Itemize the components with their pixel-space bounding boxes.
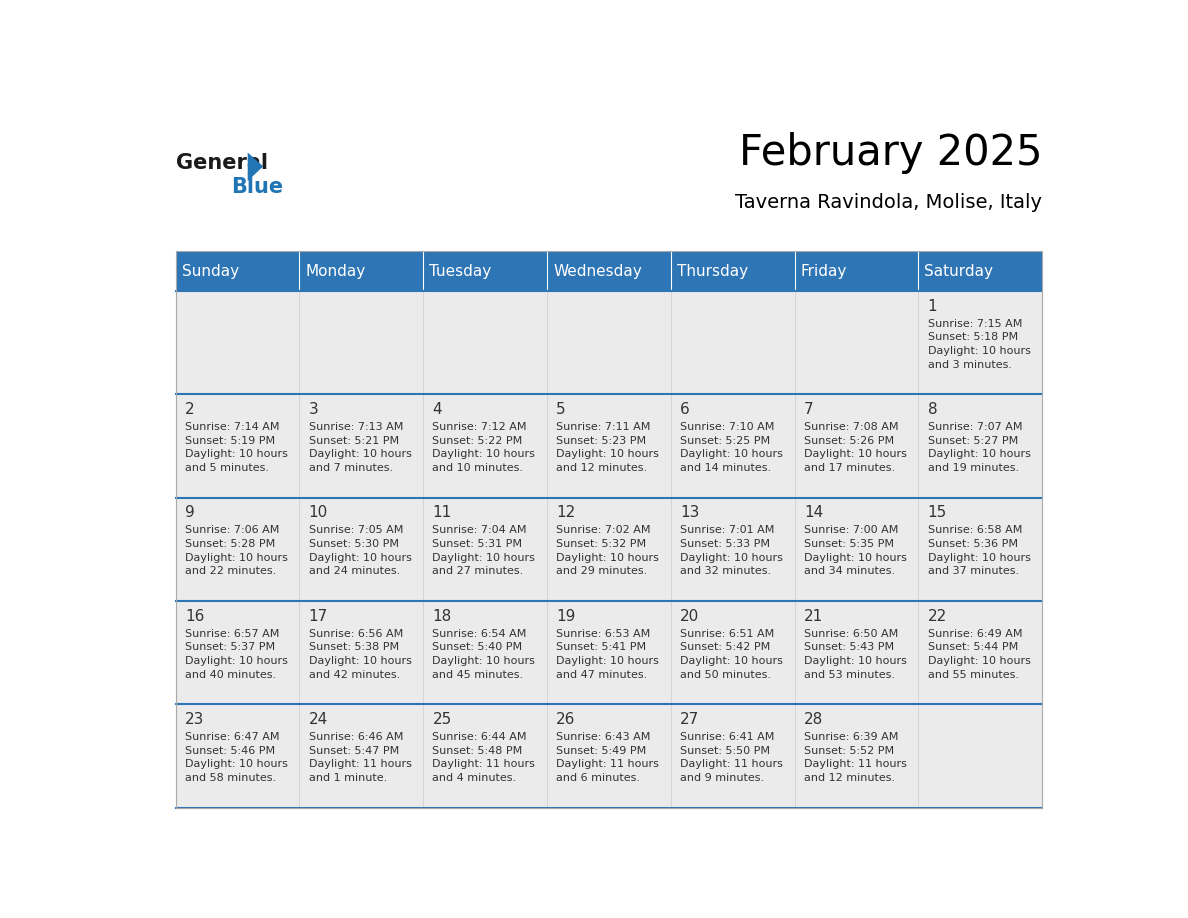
Bar — [546, 251, 671, 291]
Bar — [423, 251, 546, 291]
Text: Sunrise: 6:47 AM
Sunset: 5:46 PM
Daylight: 10 hours
and 58 minutes.: Sunrise: 6:47 AM Sunset: 5:46 PM Dayligh… — [185, 733, 287, 783]
Text: 27: 27 — [680, 712, 700, 727]
Text: 24: 24 — [309, 712, 328, 727]
Text: Blue: Blue — [232, 177, 284, 197]
Text: 5: 5 — [556, 402, 565, 417]
Text: Sunrise: 7:05 AM
Sunset: 5:30 PM
Daylight: 10 hours
and 24 minutes.: Sunrise: 7:05 AM Sunset: 5:30 PM Dayligh… — [309, 525, 411, 577]
Text: Sunrise: 6:44 AM
Sunset: 5:48 PM
Daylight: 11 hours
and 4 minutes.: Sunrise: 6:44 AM Sunset: 5:48 PM Dayligh… — [432, 733, 536, 783]
Text: Sunrise: 6:50 AM
Sunset: 5:43 PM
Daylight: 10 hours
and 53 minutes.: Sunrise: 6:50 AM Sunset: 5:43 PM Dayligh… — [804, 629, 906, 679]
Text: Sunrise: 6:57 AM
Sunset: 5:37 PM
Daylight: 10 hours
and 40 minutes.: Sunrise: 6:57 AM Sunset: 5:37 PM Dayligh… — [185, 629, 287, 679]
Text: Sunrise: 7:08 AM
Sunset: 5:26 PM
Daylight: 10 hours
and 17 minutes.: Sunrise: 7:08 AM Sunset: 5:26 PM Dayligh… — [804, 422, 906, 473]
Bar — [176, 704, 1042, 808]
Polygon shape — [248, 152, 264, 181]
Text: Sunrise: 6:53 AM
Sunset: 5:41 PM
Daylight: 10 hours
and 47 minutes.: Sunrise: 6:53 AM Sunset: 5:41 PM Dayligh… — [556, 629, 659, 679]
Text: Sunrise: 7:12 AM
Sunset: 5:22 PM
Daylight: 10 hours
and 10 minutes.: Sunrise: 7:12 AM Sunset: 5:22 PM Dayligh… — [432, 422, 536, 473]
Text: 23: 23 — [185, 712, 204, 727]
Text: Sunrise: 7:10 AM
Sunset: 5:25 PM
Daylight: 10 hours
and 14 minutes.: Sunrise: 7:10 AM Sunset: 5:25 PM Dayligh… — [680, 422, 783, 473]
Text: Sunrise: 6:41 AM
Sunset: 5:50 PM
Daylight: 11 hours
and 9 minutes.: Sunrise: 6:41 AM Sunset: 5:50 PM Dayligh… — [680, 733, 783, 783]
Bar — [299, 251, 423, 291]
Text: 2: 2 — [185, 402, 195, 417]
Text: 10: 10 — [309, 506, 328, 521]
Text: Sunrise: 6:51 AM
Sunset: 5:42 PM
Daylight: 10 hours
and 50 minutes.: Sunrise: 6:51 AM Sunset: 5:42 PM Dayligh… — [680, 629, 783, 679]
Text: Sunday: Sunday — [182, 263, 239, 278]
Text: Sunrise: 6:46 AM
Sunset: 5:47 PM
Daylight: 11 hours
and 1 minute.: Sunrise: 6:46 AM Sunset: 5:47 PM Dayligh… — [309, 733, 411, 783]
Text: 15: 15 — [928, 506, 947, 521]
Text: 13: 13 — [680, 506, 700, 521]
Text: Sunrise: 7:14 AM
Sunset: 5:19 PM
Daylight: 10 hours
and 5 minutes.: Sunrise: 7:14 AM Sunset: 5:19 PM Dayligh… — [185, 422, 287, 473]
Text: Sunrise: 7:11 AM
Sunset: 5:23 PM
Daylight: 10 hours
and 12 minutes.: Sunrise: 7:11 AM Sunset: 5:23 PM Dayligh… — [556, 422, 659, 473]
Text: February 2025: February 2025 — [739, 131, 1042, 174]
Text: Friday: Friday — [801, 263, 847, 278]
Text: 18: 18 — [432, 609, 451, 624]
Bar — [671, 251, 795, 291]
Text: 12: 12 — [556, 506, 575, 521]
Text: 22: 22 — [928, 609, 947, 624]
Bar — [795, 251, 918, 291]
Text: Tuesday: Tuesday — [429, 263, 492, 278]
Text: 7: 7 — [804, 402, 814, 417]
Text: Sunrise: 7:15 AM
Sunset: 5:18 PM
Daylight: 10 hours
and 3 minutes.: Sunrise: 7:15 AM Sunset: 5:18 PM Dayligh… — [928, 319, 1030, 370]
Text: Sunrise: 7:01 AM
Sunset: 5:33 PM
Daylight: 10 hours
and 32 minutes.: Sunrise: 7:01 AM Sunset: 5:33 PM Dayligh… — [680, 525, 783, 577]
Bar — [176, 498, 1042, 601]
Text: Sunrise: 6:43 AM
Sunset: 5:49 PM
Daylight: 11 hours
and 6 minutes.: Sunrise: 6:43 AM Sunset: 5:49 PM Dayligh… — [556, 733, 659, 783]
Text: 4: 4 — [432, 402, 442, 417]
Text: Saturday: Saturday — [924, 263, 993, 278]
Text: 25: 25 — [432, 712, 451, 727]
Text: 3: 3 — [309, 402, 318, 417]
Text: Thursday: Thursday — [677, 263, 748, 278]
Text: Sunrise: 6:49 AM
Sunset: 5:44 PM
Daylight: 10 hours
and 55 minutes.: Sunrise: 6:49 AM Sunset: 5:44 PM Dayligh… — [928, 629, 1030, 679]
Text: Monday: Monday — [305, 263, 366, 278]
Text: 1: 1 — [928, 299, 937, 314]
Text: 14: 14 — [804, 506, 823, 521]
Text: Sunrise: 7:00 AM
Sunset: 5:35 PM
Daylight: 10 hours
and 34 minutes.: Sunrise: 7:00 AM Sunset: 5:35 PM Dayligh… — [804, 525, 906, 577]
Text: 26: 26 — [556, 712, 576, 727]
Text: Sunrise: 6:54 AM
Sunset: 5:40 PM
Daylight: 10 hours
and 45 minutes.: Sunrise: 6:54 AM Sunset: 5:40 PM Dayligh… — [432, 629, 536, 679]
Text: Wednesday: Wednesday — [554, 263, 642, 278]
Text: Sunrise: 7:02 AM
Sunset: 5:32 PM
Daylight: 10 hours
and 29 minutes.: Sunrise: 7:02 AM Sunset: 5:32 PM Dayligh… — [556, 525, 659, 577]
Bar — [176, 291, 1042, 395]
Text: Sunrise: 7:07 AM
Sunset: 5:27 PM
Daylight: 10 hours
and 19 minutes.: Sunrise: 7:07 AM Sunset: 5:27 PM Dayligh… — [928, 422, 1030, 473]
Text: Sunrise: 6:58 AM
Sunset: 5:36 PM
Daylight: 10 hours
and 37 minutes.: Sunrise: 6:58 AM Sunset: 5:36 PM Dayligh… — [928, 525, 1030, 577]
Bar — [176, 251, 299, 291]
Text: 6: 6 — [680, 402, 690, 417]
Text: 20: 20 — [680, 609, 700, 624]
Bar — [176, 251, 1042, 808]
Text: 28: 28 — [804, 712, 823, 727]
Text: Sunrise: 7:06 AM
Sunset: 5:28 PM
Daylight: 10 hours
and 22 minutes.: Sunrise: 7:06 AM Sunset: 5:28 PM Dayligh… — [185, 525, 287, 577]
Text: 19: 19 — [556, 609, 576, 624]
Text: 8: 8 — [928, 402, 937, 417]
Text: Taverna Ravindola, Molise, Italy: Taverna Ravindola, Molise, Italy — [735, 194, 1042, 212]
Bar — [176, 395, 1042, 498]
Text: Sunrise: 7:04 AM
Sunset: 5:31 PM
Daylight: 10 hours
and 27 minutes.: Sunrise: 7:04 AM Sunset: 5:31 PM Dayligh… — [432, 525, 536, 577]
Text: General: General — [176, 152, 267, 173]
Text: Sunrise: 6:39 AM
Sunset: 5:52 PM
Daylight: 11 hours
and 12 minutes.: Sunrise: 6:39 AM Sunset: 5:52 PM Dayligh… — [804, 733, 906, 783]
Text: 21: 21 — [804, 609, 823, 624]
Text: Sunrise: 6:56 AM
Sunset: 5:38 PM
Daylight: 10 hours
and 42 minutes.: Sunrise: 6:56 AM Sunset: 5:38 PM Dayligh… — [309, 629, 411, 679]
Text: 17: 17 — [309, 609, 328, 624]
Text: Sunrise: 7:13 AM
Sunset: 5:21 PM
Daylight: 10 hours
and 7 minutes.: Sunrise: 7:13 AM Sunset: 5:21 PM Dayligh… — [309, 422, 411, 473]
Bar — [918, 251, 1042, 291]
Text: 11: 11 — [432, 506, 451, 521]
Text: 16: 16 — [185, 609, 204, 624]
Text: 9: 9 — [185, 506, 195, 521]
Bar — [176, 601, 1042, 704]
